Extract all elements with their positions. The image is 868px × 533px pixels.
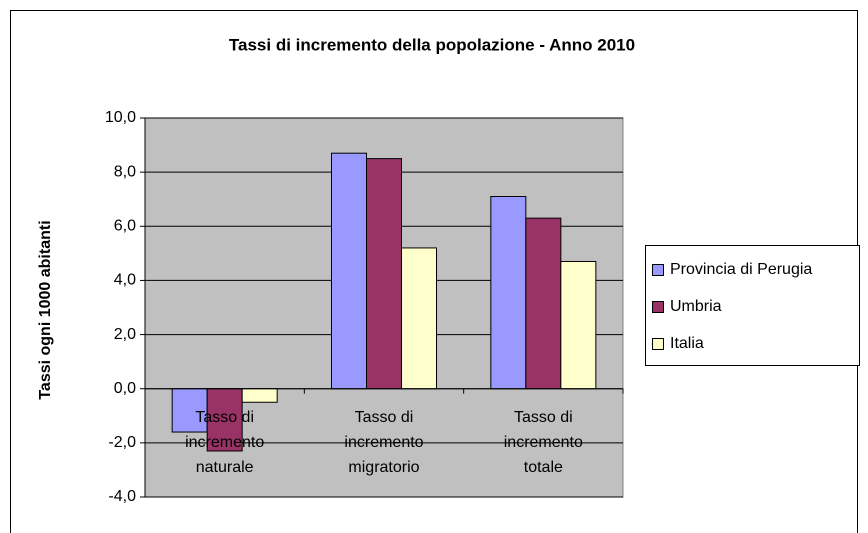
y-tick-label: 8,0 [114, 163, 136, 180]
bar [490, 196, 527, 390]
x-tick-label: Tasso di incremento migratorio [344, 409, 423, 476]
y-tick-label: 4,0 [114, 272, 136, 289]
legend-swatch [652, 338, 664, 350]
legend-swatch [652, 301, 664, 313]
bar [560, 260, 597, 390]
x-tick-label: Tasso di incremento naturale [185, 409, 264, 476]
legend-swatch [652, 264, 664, 276]
y-tick-label: 10,0 [105, 109, 136, 126]
chart-title: Tassi di incremento della popolazione - … [229, 35, 635, 54]
bar [401, 247, 437, 390]
y-tick-label: -2,0 [108, 434, 136, 451]
bar [331, 152, 367, 390]
y-tick-label: -4,0 [108, 488, 136, 505]
y-tick-label: 2,0 [114, 326, 136, 343]
legend-box [645, 245, 860, 366]
x-tick-label: Tasso di incremento totale [504, 409, 583, 476]
y-tick-label: 0,0 [114, 380, 136, 397]
bar [525, 217, 562, 390]
bar [366, 158, 402, 390]
bar [241, 388, 278, 403]
y-tick-label: 6,0 [114, 218, 136, 235]
legend-label: Provincia di Perugia [670, 261, 812, 278]
y-axis-label: Tassi ogni 1000 abitanti [37, 220, 54, 399]
legend-label: Umbria [670, 298, 722, 315]
legend-label: Italia [670, 335, 704, 352]
